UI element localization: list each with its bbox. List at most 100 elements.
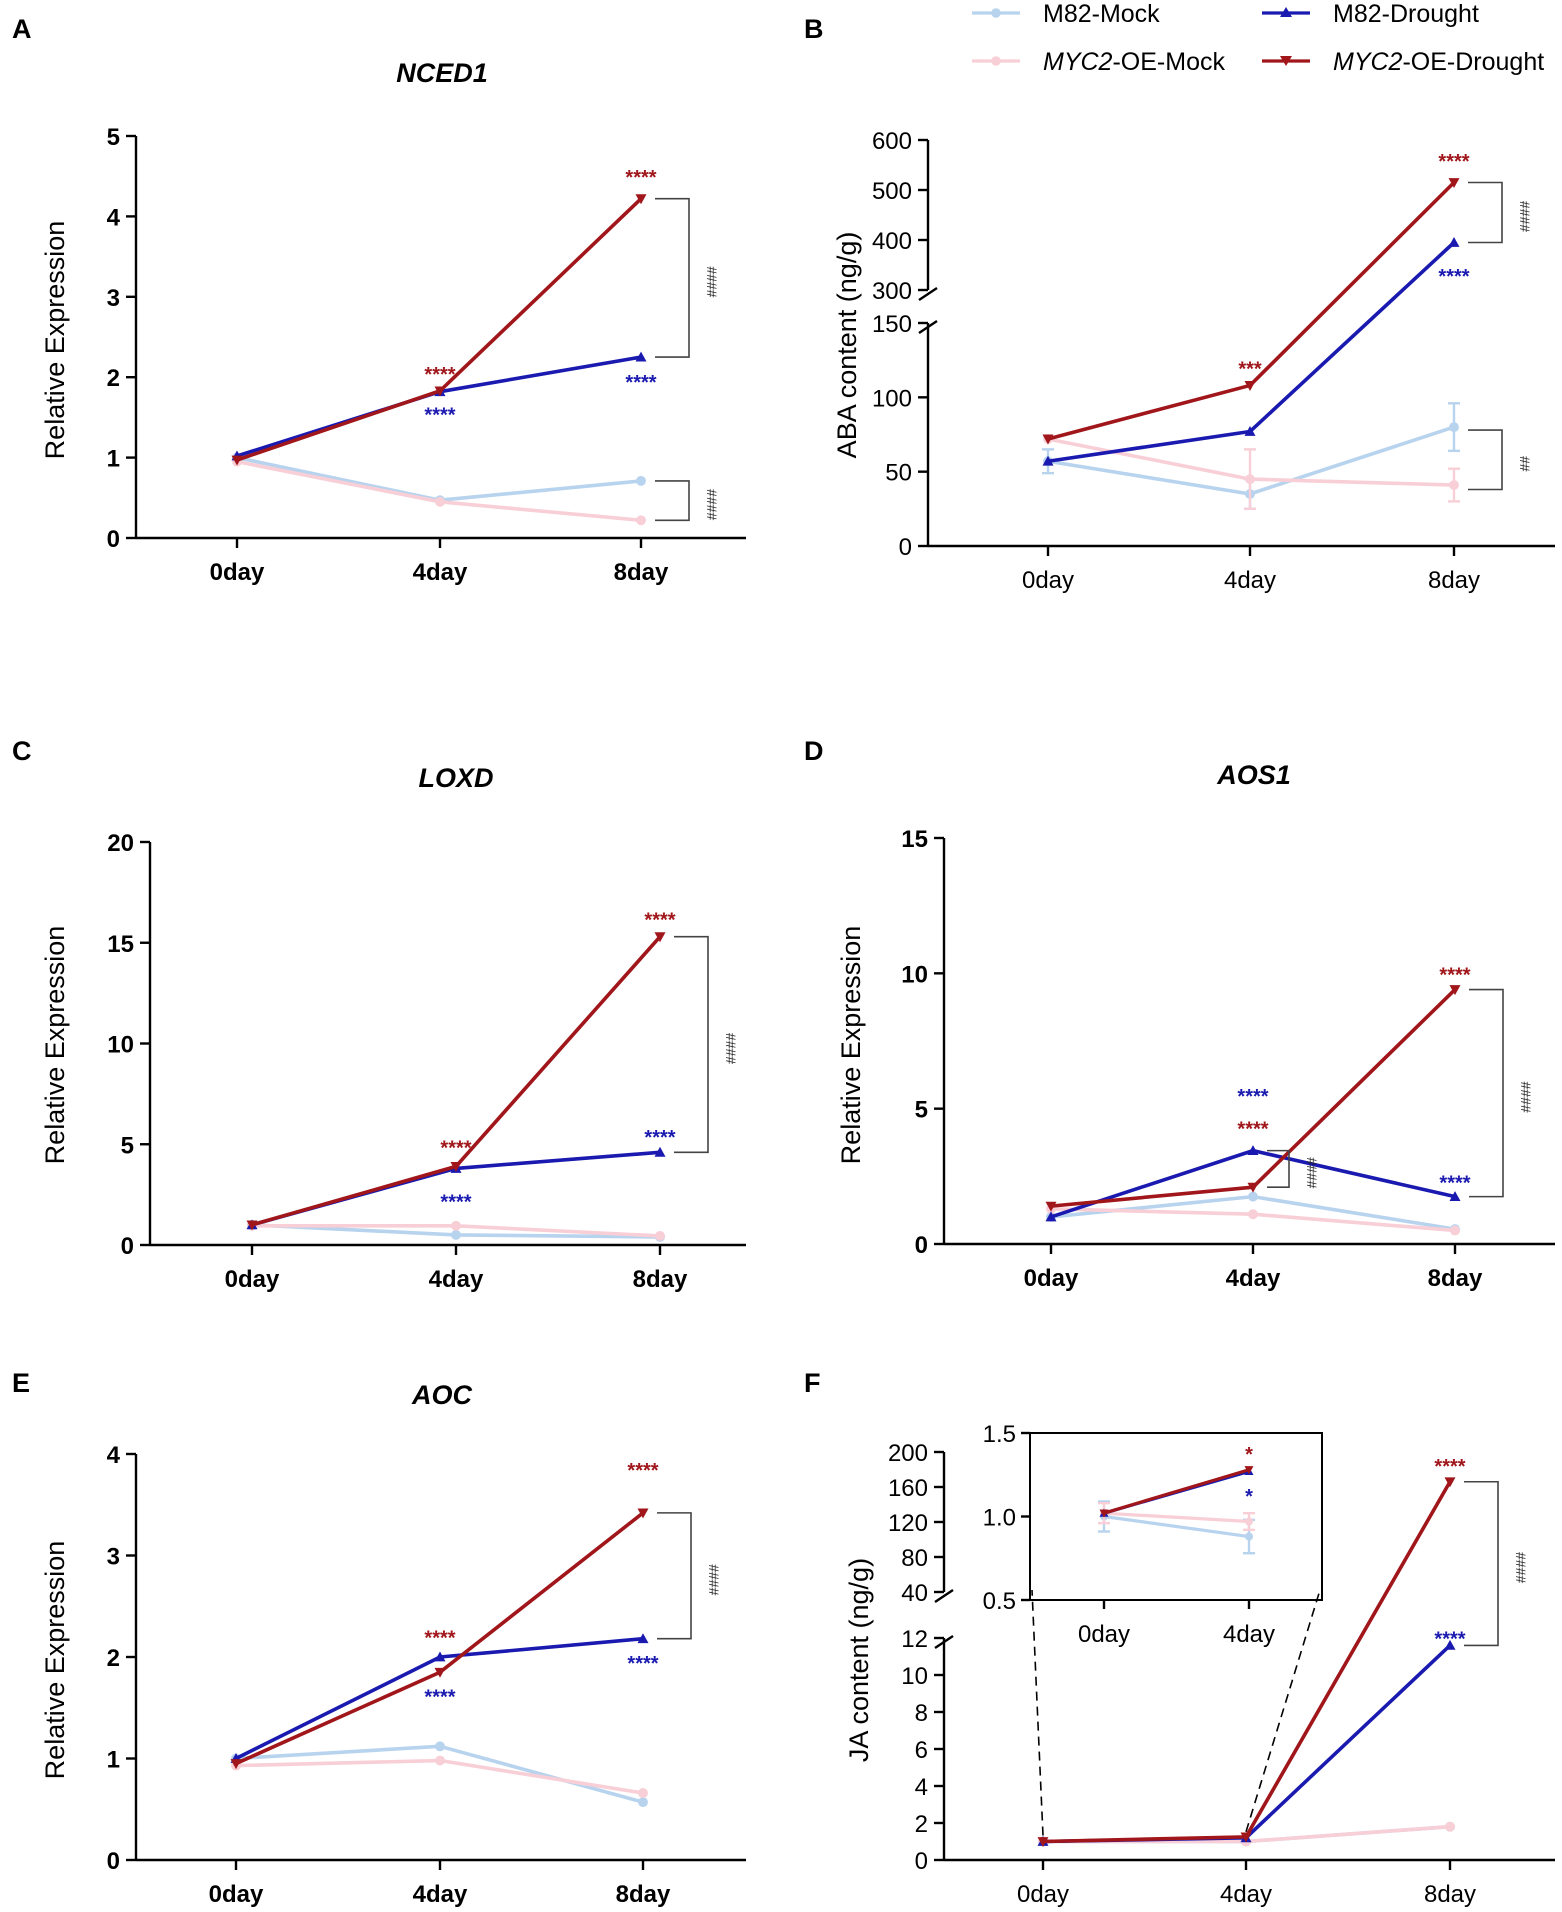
chart-panel-a: 0 1 2 3 4 5 0day 4day 8day **** **** **** **** #### ##…: [107, 124, 746, 586]
significance-mark-3: ****: [644, 1127, 675, 1149]
y-tick-label-500: 500: [872, 178, 912, 205]
series-myc2-oe-mock: [231, 1755, 648, 1798]
x-tick-label-8day: 8day: [1428, 567, 1480, 594]
point-m82-drought-0day: [1045, 1211, 1057, 1222]
legend-oe-mock-gene: MYC2: [1043, 48, 1113, 76]
y-tick-label-10: 10: [107, 1032, 134, 1059]
y-tick-label-80: 80: [901, 1545, 928, 1572]
point-myc2-oe-drought-8day: [637, 1508, 649, 1519]
panel-d-title: AOS1: [1216, 760, 1291, 790]
panel-e-title: AOC: [411, 1380, 473, 1410]
series-m82-drought: [1037, 1639, 1456, 1846]
comparison-bracket-1-line: [1267, 1149, 1290, 1188]
point-myc2-oe-drought-8day: [635, 194, 647, 205]
point-m82-mock-4day: [1248, 1191, 1258, 1202]
point-m82-drought-8day: [1444, 1639, 1456, 1650]
x-tick-label-0day: 0day: [210, 559, 265, 586]
panel-letter-c: C: [12, 736, 32, 766]
x-tick-label-4day: 4day: [413, 1881, 468, 1908]
x-tick-label-4day: 4day: [413, 559, 468, 586]
y-tick-label-10: 10: [901, 961, 928, 988]
comparison-bracket-0-label: ####: [723, 1033, 739, 1064]
comparison-bracket-0-line: [1469, 988, 1504, 1198]
significance-mark-0: ****: [1237, 1086, 1268, 1108]
series-myc2-oe-drought: [230, 1508, 649, 1770]
y-tick-label-0: 0: [107, 1848, 120, 1875]
point-m82-drought-8day: [637, 1633, 649, 1644]
point-myc2-oe-drought-4day: [434, 386, 446, 397]
legend-m82-drought-marker: [1280, 7, 1292, 17]
point-myc2-oe-mock-8day: [636, 515, 646, 526]
y-tick-label-8: 8: [915, 1700, 928, 1727]
legend: M82-Mock M82-Drought MYC2-OE-Mock MYC2-O…: [972, 0, 1544, 76]
inset-y-tick-label-0: 0.5: [983, 1588, 1016, 1615]
panel-letter-a: A: [12, 14, 32, 44]
legend-item-m82-mock: M82-Mock: [972, 0, 1160, 28]
point-m82-drought-4day: [1244, 426, 1256, 436]
y-tick-label-4: 4: [107, 1442, 121, 1469]
point-myc2-oe-mock-8day: [1445, 1821, 1455, 1832]
y-tick-label-15: 15: [901, 826, 928, 853]
inset-point-myc2-oe-drought-0: [1099, 1509, 1109, 1518]
y-tick-label-15: 15: [107, 931, 134, 958]
significance-mark-2: ****: [1438, 266, 1469, 288]
point-myc2-oe-drought-0day: [1037, 1837, 1049, 1847]
y-tick-label-150: 150: [872, 311, 912, 338]
point-myc2-oe-drought-4day: [450, 1162, 462, 1172]
inset-series-line-myc2-oe-mock: [1103, 1511, 1250, 1524]
y-tick-label-50: 50: [885, 460, 912, 487]
point-m82-mock-8day: [636, 475, 646, 486]
series-m82-drought: [1042, 237, 1460, 466]
significance-mark-1: ****: [1438, 151, 1469, 173]
inset-x-tick-label-4day: 4day: [1223, 1621, 1275, 1648]
y-tick-label-2: 2: [107, 365, 120, 392]
significance-mark-0: ****: [424, 1628, 455, 1650]
y-tick-label-100: 100: [872, 385, 912, 412]
significance-mark-3: ****: [1439, 1173, 1470, 1195]
point-m82-drought-8day: [1448, 237, 1460, 247]
chart-panel-e: 0 1 2 3 4 0day 4day 8day **** **** **** **** ####: [107, 1442, 746, 1908]
comparison-bracket-1-label: ##: [1517, 456, 1533, 472]
y-tick-label-3: 3: [107, 1544, 120, 1571]
y-tick-label-2: 2: [107, 1645, 120, 1672]
panel-a-ylabel: Relative Expression: [40, 221, 70, 460]
x-tick-label-8day: 8day: [616, 1881, 671, 1908]
point-m82-drought-4day: [434, 1651, 446, 1662]
chart-panel-d: 0 5 10 15 0day 4day 8day **** **** **** **** #### ##…: [901, 826, 1555, 1292]
series-myc2-oe-drought: [231, 194, 647, 466]
comparison-bracket-0-line: [1464, 1480, 1499, 1647]
y-tick-label-160: 160: [888, 1475, 928, 1502]
comparison-bracket-0-label: ####: [706, 1564, 722, 1595]
y-tick-label-0: 0: [915, 1232, 928, 1259]
legend-m82-mock-marker: [991, 8, 1001, 18]
point-myc2-oe-drought-8day: [1444, 1477, 1456, 1488]
point-m82-drought-8day: [635, 351, 647, 362]
x-tick-label-8day: 8day: [614, 559, 669, 586]
y-tick-label-4: 4: [107, 204, 121, 231]
point-myc2-oe-drought-0day: [231, 455, 243, 466]
series-myc2-oe-mock: [1046, 1203, 1460, 1236]
point-myc2-oe-drought-8day: [1448, 178, 1460, 188]
comparison-bracket-1-line: [1468, 429, 1503, 491]
inset-connector-right: [1245, 1589, 1321, 1833]
x-tick-label-4day: 4day: [429, 1266, 484, 1293]
point-myc2-oe-drought-8day: [1449, 985, 1461, 996]
x-tick-label-0day: 0day: [1017, 1881, 1069, 1908]
legend-oe-drought-label: MYC2-OE-Drought: [1333, 48, 1544, 76]
panel-e-ylabel: Relative Expression: [40, 1541, 70, 1780]
panel-letter-f: F: [804, 1368, 821, 1398]
y-tick-label-300: 300: [872, 278, 912, 305]
significance-mark-0: ****: [424, 364, 455, 386]
y-tick-label-1: 1: [107, 446, 120, 473]
point-myc2-oe-mock-4day: [451, 1220, 461, 1231]
y-tick-label-400: 400: [872, 228, 912, 255]
panel-d-ylabel: Relative Expression: [836, 926, 866, 1165]
inset-significance-mark-0: *: [1245, 1444, 1253, 1466]
x-tick-label-8day: 8day: [1428, 1265, 1483, 1292]
axis-break-mark-lower: [918, 320, 938, 334]
series-myc2-oe-mock: [232, 456, 646, 526]
inset-connector-left: [1031, 1589, 1044, 1836]
